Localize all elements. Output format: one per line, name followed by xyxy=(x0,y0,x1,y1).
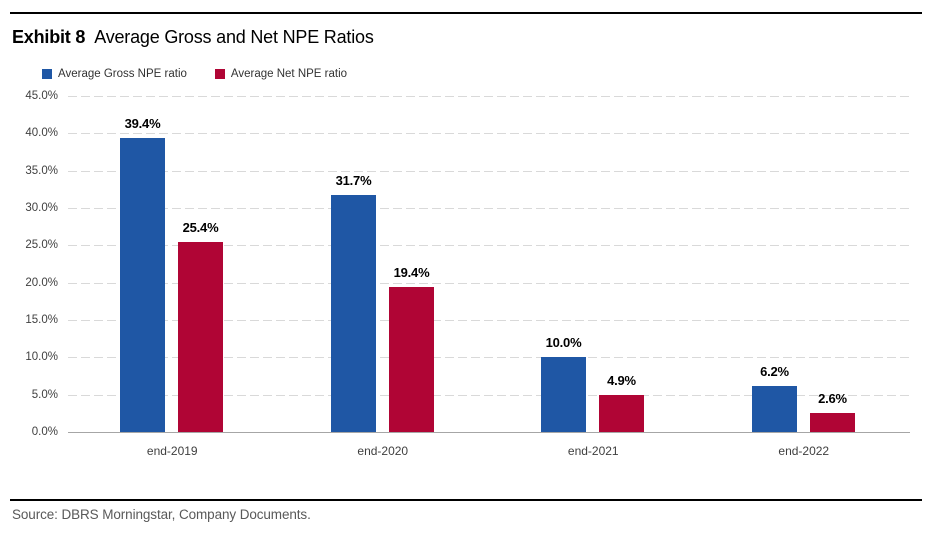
bottom-divider xyxy=(10,499,922,501)
top-divider xyxy=(10,12,922,14)
bar-gross-end-2022 xyxy=(752,386,797,432)
y-tick-label: 45.0% xyxy=(25,90,58,102)
y-tick-label: 25.0% xyxy=(25,239,58,251)
data-label-net-end-2020: 19.4% xyxy=(393,265,430,280)
y-tick-label: 5.0% xyxy=(31,389,58,401)
x-category-label-end-2021: end-2021 xyxy=(567,444,619,458)
bar-gross-end-2019 xyxy=(120,138,165,432)
chart-header: Exhibit 8 Average Gross and Net NPE Ratio… xyxy=(12,26,374,48)
exhibit-label: Exhibit 8 xyxy=(12,27,86,47)
gridline xyxy=(68,208,910,209)
data-label-gross-end-2021: 10.0% xyxy=(545,335,582,350)
bar-net-end-2020 xyxy=(389,287,434,432)
x-category-label-end-2020: end-2020 xyxy=(357,444,409,458)
x-axis-line xyxy=(68,432,910,433)
bar-chart: 45.0% 40.0% 35.0% 30.0% 25.0% 20.0% 15.0% 10.0%… xyxy=(0,90,932,476)
gridline xyxy=(68,283,910,284)
gridline xyxy=(68,320,910,321)
y-tick-label: 20.0% xyxy=(25,277,58,289)
chart-title: Average Gross and Net NPE Ratios xyxy=(94,27,374,47)
y-tick-label: 40.0% xyxy=(25,127,58,139)
y-tick-label: 15.0% xyxy=(25,314,58,326)
bar-net-end-2021 xyxy=(599,395,644,432)
data-label-gross-end-2022: 6.2% xyxy=(760,364,789,379)
legend-label-net: Average Net NPE ratio xyxy=(230,68,348,80)
legend-item-net: Average Net NPE ratio xyxy=(214,68,348,80)
bar-gross-end-2020 xyxy=(331,195,376,432)
y-tick-label: 30.0% xyxy=(25,202,58,214)
bar-net-end-2022 xyxy=(810,413,855,432)
legend-label-gross: Average Gross NPE ratio xyxy=(58,68,187,80)
gridline xyxy=(68,171,910,172)
plot-area: 39.4% 25.4% end-2019 31.7% 19.4% end-2020 10.0… xyxy=(68,96,910,458)
gridline xyxy=(68,133,910,134)
gridline xyxy=(68,96,910,97)
y-tick-label: 0.0% xyxy=(31,426,58,438)
legend-item-gross: Average Gross NPE ratio xyxy=(42,68,187,80)
x-category-label-end-2022: end-2022 xyxy=(778,444,830,458)
bar-net-end-2019 xyxy=(178,242,223,432)
y-tick-label: 10.0% xyxy=(25,351,58,363)
legend-swatch-net-icon xyxy=(214,69,225,79)
data-label-net-end-2019: 25.4% xyxy=(182,220,219,235)
data-label-net-end-2022: 2.6% xyxy=(818,391,847,406)
gridline xyxy=(68,245,910,246)
legend-swatch-gross-icon xyxy=(42,69,52,79)
gridline xyxy=(68,357,910,358)
source-text: Source: DBRS Morningstar, Company Docume… xyxy=(12,507,311,522)
bar-gross-end-2021 xyxy=(541,357,586,432)
chart-legend: Average Gross NPE ratio Average Net NPE … xyxy=(42,68,347,80)
data-label-gross-end-2019: 39.4% xyxy=(124,116,161,131)
data-label-gross-end-2020: 31.7% xyxy=(335,173,372,188)
y-tick-label: 35.0% xyxy=(25,165,58,177)
data-label-net-end-2021: 4.9% xyxy=(607,373,636,388)
y-axis: 45.0% 40.0% 35.0% 30.0% 25.0% 20.0% 15.0% 10.0%… xyxy=(0,90,64,438)
x-category-label-end-2019: end-2019 xyxy=(146,444,198,458)
gridline xyxy=(68,395,910,396)
